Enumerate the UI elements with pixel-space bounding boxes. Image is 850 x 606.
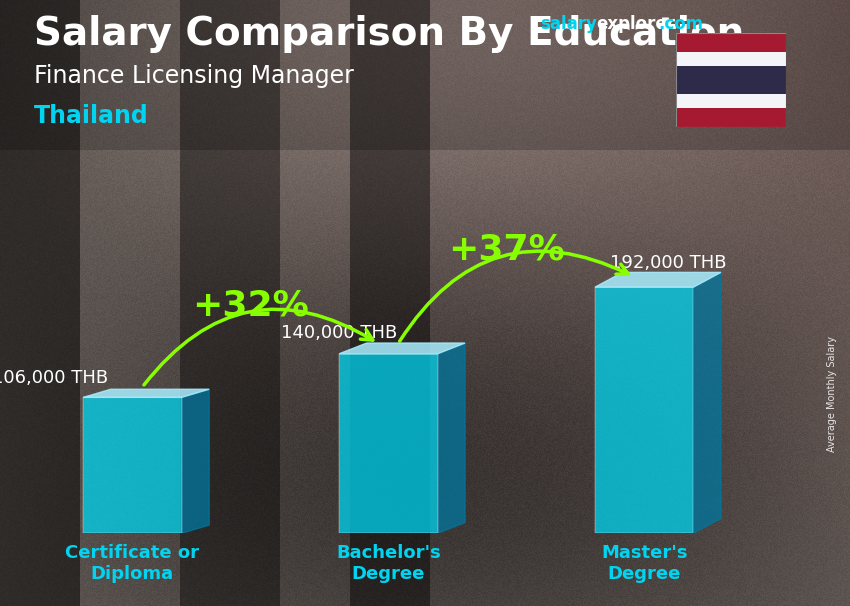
Polygon shape xyxy=(83,389,209,398)
Text: salary: salary xyxy=(540,15,597,33)
Polygon shape xyxy=(694,272,721,533)
Bar xyxy=(676,33,786,52)
Text: explorer: explorer xyxy=(596,15,675,33)
Text: .com: .com xyxy=(658,15,703,33)
FancyBboxPatch shape xyxy=(595,287,694,533)
Bar xyxy=(676,66,786,95)
Polygon shape xyxy=(339,343,465,354)
Text: +32%: +32% xyxy=(192,288,309,322)
Polygon shape xyxy=(595,272,721,287)
Polygon shape xyxy=(182,389,209,533)
Text: 140,000 THB: 140,000 THB xyxy=(281,324,397,342)
Text: Average Monthly Salary: Average Monthly Salary xyxy=(827,336,837,452)
Text: Finance Licensing Manager: Finance Licensing Manager xyxy=(34,64,354,88)
Text: 192,000 THB: 192,000 THB xyxy=(609,254,726,272)
FancyBboxPatch shape xyxy=(83,398,182,533)
Polygon shape xyxy=(438,343,465,533)
Bar xyxy=(676,52,786,66)
Text: +37%: +37% xyxy=(448,233,564,267)
Text: 106,000 THB: 106,000 THB xyxy=(0,369,108,387)
Bar xyxy=(676,95,786,108)
Bar xyxy=(676,108,786,127)
Text: Salary Comparison By Education: Salary Comparison By Education xyxy=(34,15,745,53)
Text: Thailand: Thailand xyxy=(34,104,149,128)
FancyBboxPatch shape xyxy=(339,354,438,533)
